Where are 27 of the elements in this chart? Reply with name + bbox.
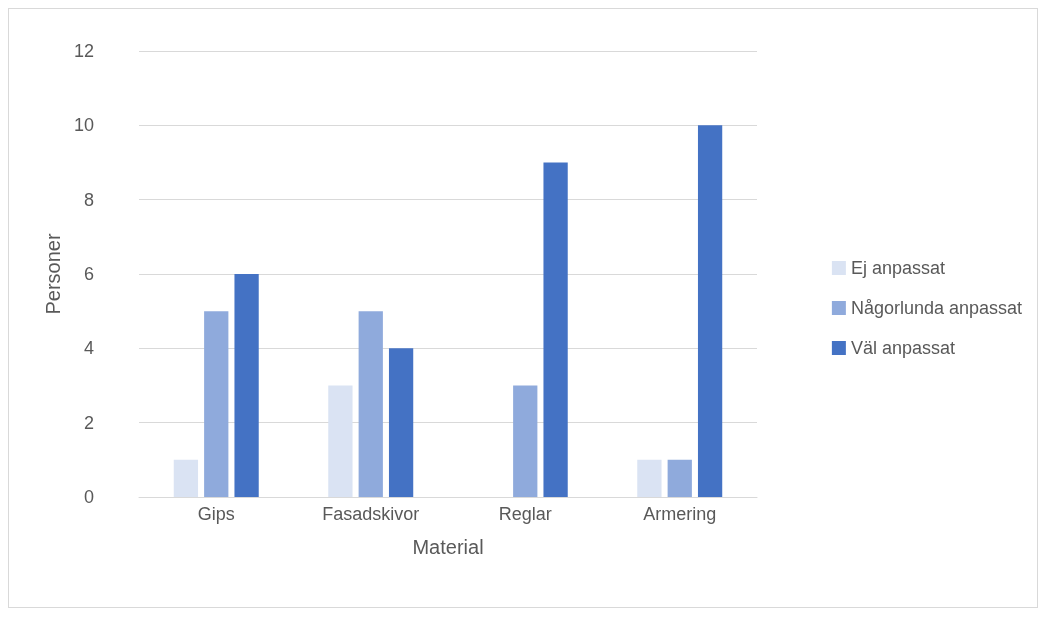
bar [388,348,414,497]
y-tick-label: 8 [83,189,94,210]
x-axis-title: Material [412,536,484,558]
x-tick-label: Reglar [498,504,552,524]
y-tick-label: 10 [73,115,94,136]
y-axis-title: Personer [42,233,65,315]
legend-label: Väl anpassat [850,338,955,358]
legend-label: Ej anpassat [850,258,945,278]
bar [697,125,723,497]
bar [543,162,568,497]
bar [358,311,383,497]
y-tick-label: 2 [83,412,94,433]
bar [328,385,353,497]
x-tick-label: Gips [197,504,235,524]
bar [637,459,662,497]
y-tick-label: 12 [73,41,94,61]
bar [234,274,259,497]
bar [513,385,538,497]
bar [204,311,229,497]
x-tick-label: Armering [643,504,717,524]
y-tick-label: 6 [83,264,94,284]
x-tick-label: Fasadskivor [322,504,420,524]
y-tick-label: 0 [83,487,94,507]
bar [667,459,692,497]
legend-label: Någorlunda anpassat [850,298,1022,318]
bar [173,459,199,497]
y-tick-label: 4 [83,338,94,359]
